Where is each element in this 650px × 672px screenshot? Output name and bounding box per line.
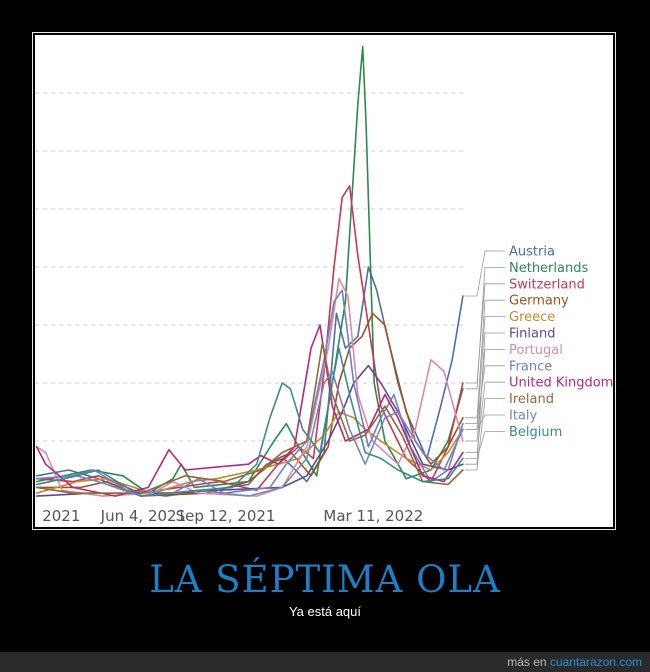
legend-connector — [464, 414, 505, 430]
legend-label-france: France — [509, 359, 552, 374]
legend-label-greece: Greece — [509, 310, 555, 325]
series-line-italy — [35, 370, 464, 497]
series-line-switzerland — [35, 185, 464, 494]
footer-prefix: más en — [507, 655, 547, 669]
legend-label-finland: Finland — [509, 327, 555, 342]
series-lines — [35, 45, 464, 497]
gridlines — [35, 92, 467, 442]
caption-title: LA SÉPTIMA OLA — [149, 558, 501, 601]
series-line-germany — [35, 312, 464, 497]
legend-label-italy: Italy — [509, 409, 538, 424]
site-link[interactable]: cuantarazon.com — [549, 655, 642, 669]
legend-label-ireland: Ireland — [509, 392, 554, 407]
chart-frame: 2021 Jun 4, 2021 Sep 12, 2021 Mar 11, 2022 … — [32, 32, 616, 530]
legend-connector — [464, 283, 505, 384]
legend-label-united-kingdom: United Kingdom — [509, 376, 613, 391]
x-tick-label: Sep 12, 2021 — [176, 507, 276, 525]
series-line-france — [35, 289, 464, 494]
x-tick-label: Mar 11, 2022 — [323, 507, 423, 525]
legend-label-austria: Austria — [509, 245, 555, 260]
legend-label-switzerland: Switzerland — [509, 277, 585, 292]
legend-label-netherlands: Netherlands — [509, 261, 588, 276]
legend-connector — [464, 299, 505, 419]
series-line-united-kingdom — [35, 324, 464, 497]
legend-connector — [464, 267, 505, 390]
legend-connector — [464, 349, 505, 442]
x-tick-label: Jun 4, 2021 — [100, 507, 186, 525]
legend-label-belgium: Belgium — [509, 425, 562, 440]
legend-connector — [464, 431, 505, 459]
legend-label-portugal: Portugal — [509, 343, 563, 358]
series-line-netherlands — [35, 45, 464, 494]
series-line-belgium — [35, 347, 464, 497]
legend-connector — [464, 365, 505, 424]
caption-subtitle: Ya está aquí — [288, 604, 362, 619]
legend-label-germany: Germany — [509, 294, 569, 309]
series-line-ireland — [35, 341, 464, 494]
legend-connector — [464, 250, 505, 297]
x-tick-label: 2021 — [42, 507, 80, 525]
legend-connector — [464, 381, 505, 453]
footer-bar: más en cuantarazon.com — [0, 652, 650, 672]
chart-panel: 2021 Jun 4, 2021 Sep 12, 2021 Mar 11, 2022 … — [35, 35, 613, 527]
legend-connector — [464, 398, 505, 471]
